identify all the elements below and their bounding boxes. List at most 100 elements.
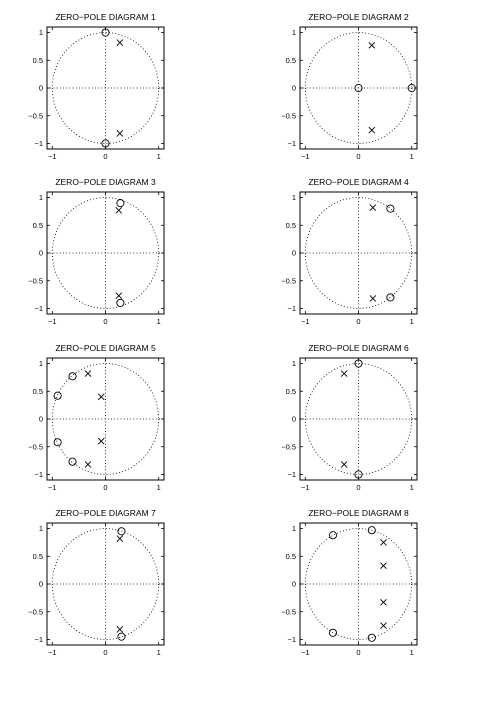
x-tick-label: 1 (410, 152, 414, 161)
zero-marker (386, 293, 395, 302)
pole-marker (97, 437, 105, 445)
zero-pole-panel-8: ZERO−POLE DIAGRAM 8 −1 0 1 1 0.5 0 −0.5 −1 (281, 508, 418, 657)
x-tick-label: 1 (157, 648, 161, 657)
zero-marker (117, 632, 126, 641)
y-tick-label: −0.5 (281, 442, 296, 451)
pole-marker (116, 39, 124, 46)
y-tick-label: 0 (39, 580, 43, 589)
zero-marker (354, 359, 363, 368)
x-tick-label: −1 (48, 648, 57, 657)
zero-pole-panel-1: ZERO−POLE DIAGRAM 1 −1 0 1 1 0.5 0 −0.5 −1 (28, 12, 165, 161)
x-tick-label: −1 (301, 648, 310, 657)
unit-circle (51, 197, 160, 309)
pole-marker (84, 370, 92, 377)
unit-circle (51, 363, 160, 475)
y-tick-label: 1 (292, 524, 296, 533)
y-tick-label: 0 (39, 84, 43, 93)
panel-title: ZERO−POLE DIAGRAM 2 (308, 12, 409, 22)
pole-marker (369, 295, 377, 302)
x-tick-label: 1 (410, 648, 414, 657)
zero-pole-panel-2: ZERO−POLE DIAGRAM 2 −1 0 1 1 0.5 0 −0.5 −1 (281, 12, 418, 161)
y-tick-label: −1 (34, 470, 43, 479)
x-tick-label: −1 (301, 317, 310, 326)
y-tick-label: −0.5 (281, 111, 296, 120)
zero-marker (354, 83, 363, 93)
panel-title: ZERO−POLE DIAGRAM 8 (308, 508, 409, 518)
unit-circle (304, 32, 413, 144)
y-tick-label: 0.5 (33, 56, 43, 65)
zero-marker (116, 199, 125, 208)
y-tick-label: 0 (292, 249, 296, 258)
pole-marker (97, 393, 105, 401)
x-tick-label: −1 (301, 152, 310, 161)
pole-marker (115, 292, 123, 300)
panel-title: ZERO−POLE DIAGRAM 6 (308, 343, 409, 353)
pole-marker (116, 130, 124, 137)
unit-circle (304, 363, 413, 475)
x-tick-label: −1 (48, 152, 57, 161)
x-tick-label: 1 (157, 483, 161, 492)
zero-marker (354, 470, 363, 479)
y-tick-label: −1 (287, 635, 296, 644)
y-tick-label: 0 (292, 84, 296, 93)
pole-marker (380, 598, 387, 606)
zero-marker (68, 372, 77, 381)
pole-marker (116, 626, 124, 633)
y-tick-label: 0 (39, 249, 43, 258)
y-tick-label: 1 (39, 28, 43, 37)
x-tick-label: 0 (356, 648, 360, 657)
zero-marker (386, 204, 395, 213)
pole-marker (380, 562, 387, 570)
panel-title: ZERO−POLE DIAGRAM 7 (55, 508, 156, 518)
x-tick-label: 0 (103, 152, 107, 161)
y-tick-label: 0 (39, 415, 43, 424)
zero-marker (53, 391, 62, 400)
y-tick-label: 1 (39, 359, 43, 368)
pole-marker (340, 370, 348, 377)
pole-marker (368, 126, 376, 134)
pole-marker (116, 535, 124, 542)
y-tick-label: −0.5 (281, 607, 296, 616)
y-tick-label: −0.5 (281, 276, 296, 285)
x-tick-label: 0 (356, 483, 360, 492)
y-tick-label: 0 (292, 415, 296, 424)
y-tick-label: −1 (287, 139, 296, 148)
y-tick-label: 1 (39, 193, 43, 202)
x-tick-label: −1 (301, 483, 310, 492)
y-tick-label: −1 (287, 304, 296, 313)
x-tick-label: 0 (103, 317, 107, 326)
x-tick-label: 1 (157, 152, 161, 161)
y-tick-label: 0 (292, 580, 296, 589)
y-tick-label: −0.5 (28, 111, 43, 120)
x-tick-label: 1 (410, 483, 414, 492)
panel-title: ZERO−POLE DIAGRAM 3 (55, 177, 156, 187)
y-tick-label: −0.5 (28, 442, 43, 451)
pole-marker (340, 461, 348, 468)
x-tick-label: 0 (103, 648, 107, 657)
x-tick-label: 0 (103, 483, 107, 492)
panel-title: ZERO−POLE DIAGRAM 1 (55, 12, 156, 22)
pole-marker (115, 206, 123, 214)
pole-marker (369, 204, 377, 211)
x-tick-label: 1 (410, 317, 414, 326)
y-tick-label: −0.5 (28, 607, 43, 616)
zero-marker (101, 28, 110, 37)
zero-pole-panel-5: ZERO−POLE DIAGRAM 5 −1 0 1 1 0.5 0 −0.5 −1 (28, 343, 165, 492)
y-tick-label: 1 (292, 193, 296, 202)
y-tick-label: −1 (287, 470, 296, 479)
zero-pole-panel-6: ZERO−POLE DIAGRAM 6 −1 0 1 1 0.5 0 −0.5 −1 (281, 343, 418, 492)
x-tick-label: 1 (157, 317, 161, 326)
zero-marker (328, 628, 338, 637)
unit-circle (304, 528, 413, 640)
zero-marker (407, 83, 416, 93)
zero-marker (68, 457, 77, 466)
zero-marker (367, 633, 376, 642)
pole-marker (84, 461, 92, 468)
zero-pole-panel-3: ZERO−POLE DIAGRAM 3 −1 0 1 1 0.5 0 −0.5 −1 (28, 177, 165, 326)
pole-marker (368, 41, 376, 49)
x-tick-label: −1 (48, 317, 57, 326)
y-tick-label: −1 (34, 635, 43, 644)
x-tick-label: 0 (356, 317, 360, 326)
unit-circle (51, 528, 160, 640)
